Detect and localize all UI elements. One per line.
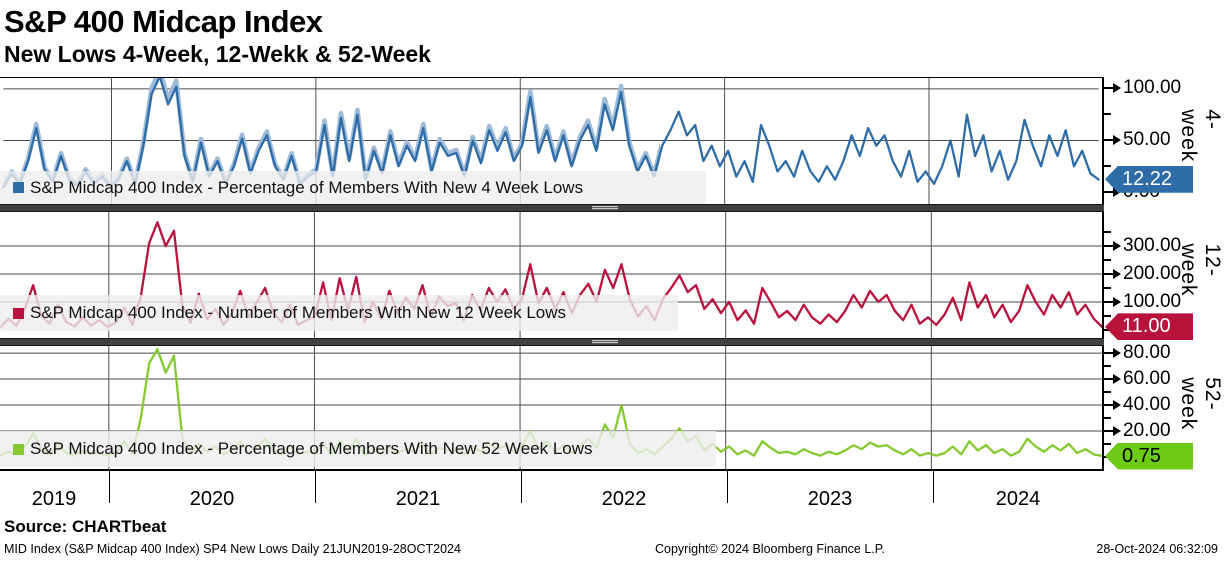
axis-tick-12w: 100.00 xyxy=(1104,290,1181,314)
axis-tick-12w: 300.00 xyxy=(1104,234,1181,258)
x-axis-label-2023: 2023 xyxy=(807,488,853,510)
axis-tick-52w: 20.00 xyxy=(1104,419,1171,443)
axis-minor-tick-12w xyxy=(1104,287,1111,289)
footer-security-info: MID Index (S&P Midcap 400 Index) SP4 New… xyxy=(4,542,461,556)
legend-4-week: S&P Midcap 400 Index - Percentage of Mem… xyxy=(0,171,706,204)
panel-separator-2 xyxy=(0,338,1104,346)
footer-copyright: Copyright© 2024 Bloomberg Finance L.P. xyxy=(655,542,885,556)
chart-area: S&P Midcap 400 Index - Percentage of Mem… xyxy=(0,77,1224,515)
source-line: Source: CHARTbeat xyxy=(4,517,167,536)
axis-minor-tick-52w xyxy=(1104,365,1111,367)
footer-timestamp: 28-Oct-2024 06:32:09 xyxy=(1096,542,1218,556)
last-value-tag-4-week: 12.22 xyxy=(1105,165,1193,193)
legend-label-12-week: S&P Midcap 400 Index - Number of Members… xyxy=(30,303,567,322)
legend-swatch-52-week xyxy=(13,443,24,455)
x-axis-label-2021: 2021 xyxy=(395,488,441,510)
axis-minor-tick-12w xyxy=(1104,315,1111,317)
x-axis-year-separator xyxy=(315,471,316,503)
axis-tick-52w: 60.00 xyxy=(1104,367,1171,391)
legend-label-4-week: S&P Midcap 400 Index - Percentage of Mem… xyxy=(30,177,584,197)
axis-minor-tick-12w xyxy=(1104,259,1111,261)
panel-separator-1 xyxy=(0,204,1104,212)
last-value-tag-12-week: 11.00 xyxy=(1105,313,1193,341)
axis-tick-52w: 80.00 xyxy=(1104,341,1171,365)
series-halo-4w xyxy=(3,78,661,188)
axis-tick-4w: 50.00 xyxy=(1104,128,1171,152)
x-axis: 2019 2020 2021 2022 2023 2024 xyxy=(0,469,1104,515)
x-axis-year-separator xyxy=(521,471,522,503)
footer: MID Index (S&P Midcap 400 Index) SP4 New… xyxy=(0,542,1224,558)
x-axis-label-2024: 2024 xyxy=(995,488,1041,510)
x-axis-label-2019: 2019 xyxy=(31,488,77,510)
axis-name-52-week: 52-week xyxy=(1177,376,1224,430)
axis-minor-tick-52w xyxy=(1104,443,1111,445)
legend-label-52-week: S&P Midcap 400 Index - Percentage of Mem… xyxy=(30,439,593,458)
legend-52-week: S&P Midcap 400 Index - Percentage of Mem… xyxy=(0,431,716,467)
legend-swatch-12-week xyxy=(13,307,24,319)
axis-minor-tick-4w xyxy=(1104,165,1111,167)
axis-minor-tick-52w xyxy=(1104,417,1111,419)
x-axis-year-separator xyxy=(727,471,728,503)
panel-12-week: S&P Midcap 400 Index - Number of Members… xyxy=(0,212,1224,341)
page-title: S&P 400 Midcap Index xyxy=(4,4,323,39)
legend-swatch-4-week xyxy=(13,182,24,193)
x-axis-year-separator xyxy=(933,471,934,503)
x-axis-year-separator xyxy=(109,471,110,503)
axis-tick-52w: 40.00 xyxy=(1104,393,1171,417)
page-subtitle: New Lows 4-Week, 12-Wekk & 52-Week xyxy=(4,41,431,67)
panel-52-week: S&P Midcap 400 Index - Percentage of Mem… xyxy=(0,342,1224,470)
axis-tick-4w: 100.00 xyxy=(1104,76,1181,100)
x-axis-label-2020: 2020 xyxy=(189,488,235,510)
panel-resize-handle-2[interactable] xyxy=(592,340,618,344)
x-axis-label-2022: 2022 xyxy=(601,488,647,510)
panel-resize-handle-1[interactable] xyxy=(592,206,618,210)
chart-header: S&P 400 Midcap Index New Lows 4-Week, 12… xyxy=(0,0,1224,68)
last-value-tag-52-week: 0.75 xyxy=(1105,442,1193,470)
axis-minor-tick-52w xyxy=(1104,391,1111,393)
axis-tick-12w: 200.00 xyxy=(1104,262,1181,286)
legend-12-week: S&P Midcap 400 Index - Number of Members… xyxy=(0,295,678,331)
panel-4-week: S&P Midcap 400 Index - Percentage of Mem… xyxy=(0,77,1224,204)
axis-name-12-week: 12-week xyxy=(1177,243,1224,297)
series-line-4w xyxy=(2,78,1100,189)
axis-name-4-week: 4-week xyxy=(1177,108,1224,162)
axis-minor-tick-4w xyxy=(1104,113,1111,115)
axis-minor-tick-12w xyxy=(1104,231,1111,233)
